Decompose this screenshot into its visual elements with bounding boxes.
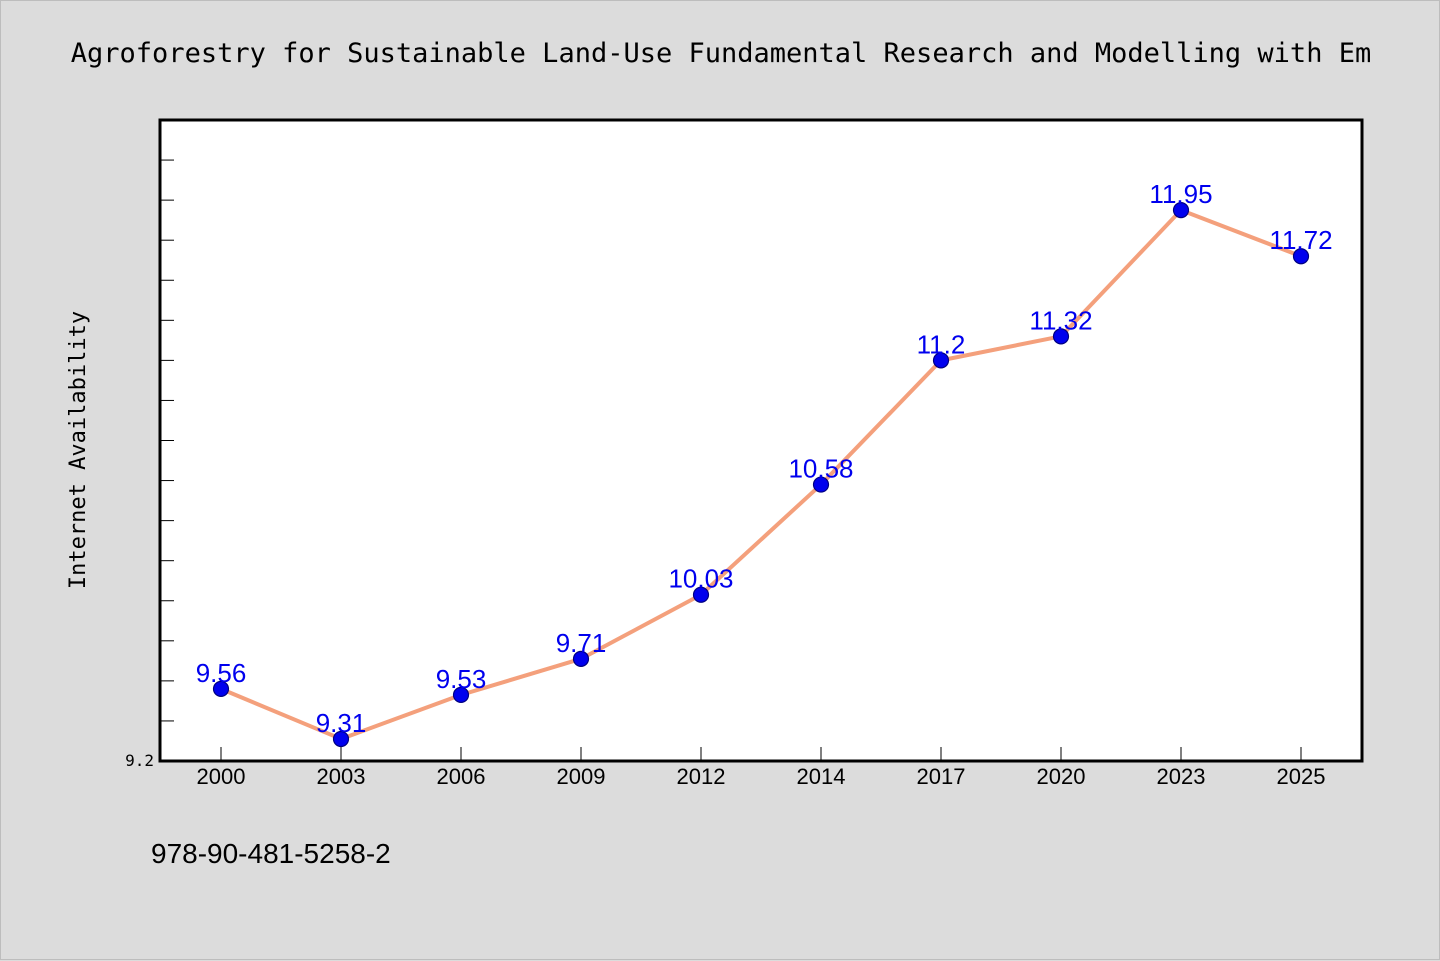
data-point	[332, 730, 350, 748]
chart-title: Agroforestry for Sustainable Land-Use Fu…	[71, 38, 1371, 69]
x-tick-label: 2014	[797, 764, 846, 789]
data-point	[1052, 328, 1070, 345]
data-label: 10.58	[788, 454, 853, 484]
x-tick-label: 2025	[1277, 764, 1326, 789]
x-tick-label: 2012	[677, 764, 726, 789]
x-tick-label: 2000	[197, 764, 246, 789]
data-label: 10.03	[668, 564, 733, 594]
x-tick-label: 2003	[317, 764, 366, 789]
data-point	[212, 680, 230, 697]
data-label: 9.56	[196, 658, 247, 688]
data-label: 11.32	[1029, 305, 1092, 335]
x-tick-label: 2023	[1157, 764, 1206, 789]
y-axis-label: Internet Availability	[66, 311, 91, 589]
data-point	[692, 586, 710, 603]
data-point	[812, 476, 830, 493]
plot-area	[160, 120, 1362, 761]
plot-frame	[158, 118, 1364, 763]
data-label: 11.72	[1269, 225, 1332, 255]
data-label: 9.31	[316, 708, 367, 738]
isbn-text: 978-90-481-5258-2	[151, 838, 391, 869]
data-point	[452, 686, 470, 703]
data-label: 11.2	[917, 329, 966, 359]
data-point	[1292, 248, 1310, 265]
x-tick-label: 2006	[437, 764, 486, 789]
series-line	[219, 208, 1303, 741]
data-label: 9.71	[556, 628, 607, 658]
y-axis-ticks: 9.2	[125, 159, 174, 770]
data-label: 9.53	[436, 664, 487, 694]
x-tick-label: 2017	[917, 764, 966, 789]
data-point	[1172, 202, 1190, 219]
x-tick-label: 2020	[1037, 764, 1086, 789]
x-tick-label: 2009	[557, 764, 606, 789]
data-point	[572, 650, 590, 667]
x-axis-ticks: 2000 2003 2006 2009 2012 2014 2017 2020 2023 2025	[197, 747, 1326, 789]
series-markers	[212, 202, 1310, 748]
y-tick-label: 9.2	[125, 751, 154, 770]
data-label: 11.95	[1149, 179, 1212, 209]
data-point	[932, 352, 950, 369]
data-labels: 9.56 9.31 9.53 9.71 10.03 10.58 11.2 11.32 11.95…	[196, 179, 1333, 738]
